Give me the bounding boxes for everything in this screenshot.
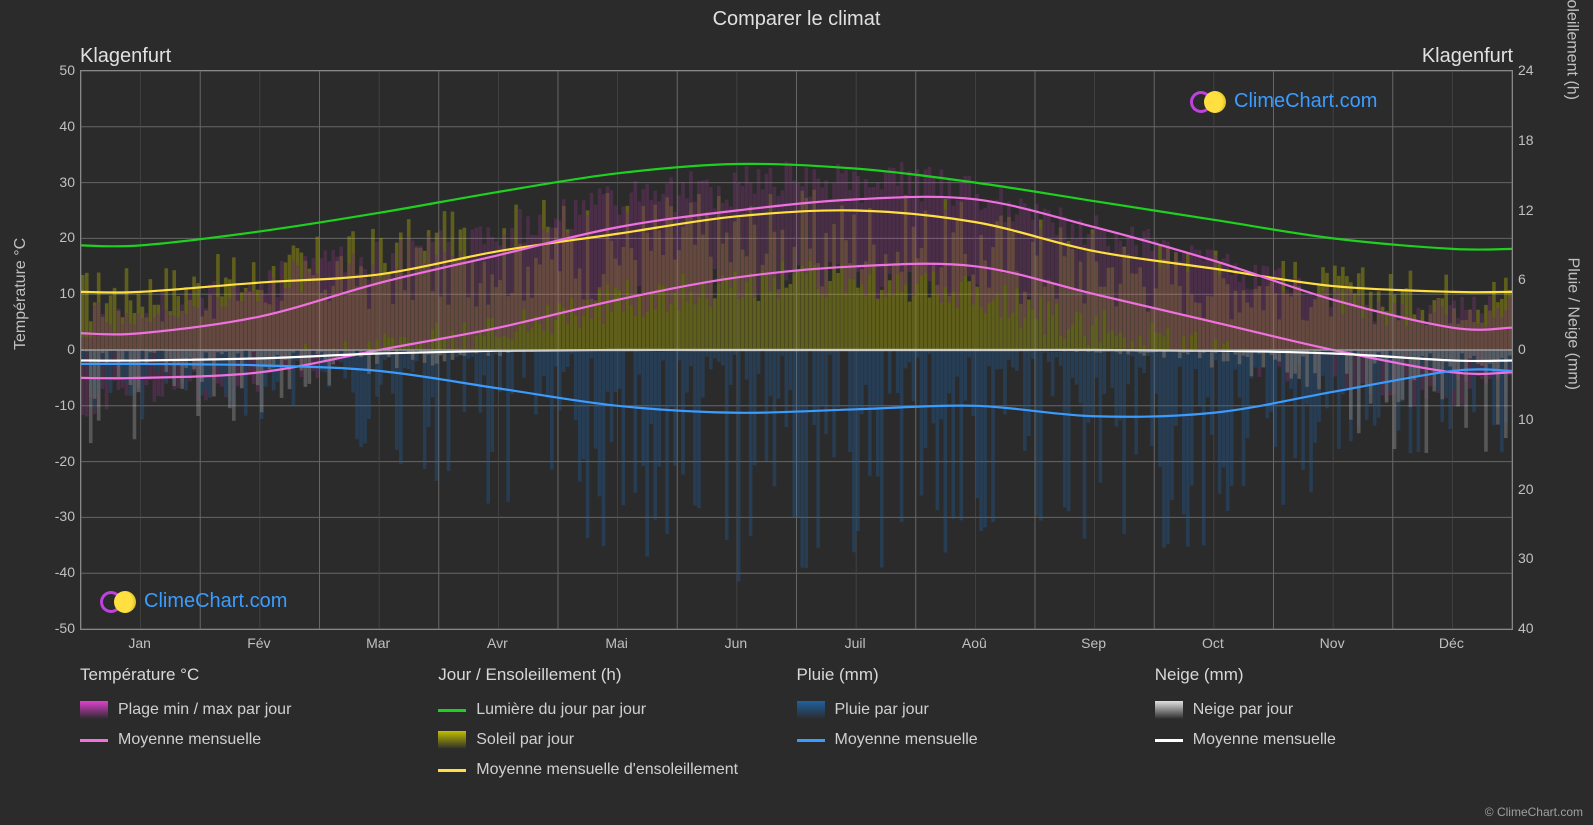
legend-swatch [438,769,466,772]
legend-label: Moyenne mensuelle [118,731,261,749]
legend-header: Neige (mm) [1155,665,1513,685]
x-tick-month: Fév [229,635,289,651]
y-tick-right: 24 [1518,62,1558,78]
legend-swatch [438,709,466,712]
y-tick-right: 18 [1518,132,1558,148]
legend-item: Moyenne mensuelle [1155,731,1513,749]
y-tick-left: -30 [35,508,75,524]
copyright-text: © ClimeChart.com [1485,805,1583,819]
y-tick-left: 10 [35,285,75,301]
chart-svg [81,71,1512,629]
y-tick-left: -10 [35,397,75,413]
watermark-top: ClimeChart.com [1190,90,1377,113]
y-axis-left-label: Température °C [12,238,30,350]
legend-item: Moyenne mensuelle [80,731,438,749]
legend-swatch [80,739,108,742]
watermark-bottom: ClimeChart.com [100,590,287,613]
y-tick-right: 40 [1518,620,1558,636]
legend: Température °C Plage min / max par jour Mo… [80,665,1513,779]
y-tick-left: -50 [35,620,75,636]
legend-group: Jour / Ensoleillement (h) Lumière du jour… [438,665,796,779]
legend-swatch [80,701,108,719]
x-tick-month: Avr [467,635,527,651]
city-label-left: Klagenfurt [80,45,171,68]
watermark-text: ClimeChart.com [144,590,287,613]
legend-label: Moyenne mensuelle [1193,731,1336,749]
x-tick-month: Mai [587,635,647,651]
chart-title: Comparer le climat [0,8,1593,31]
legend-item: Lumière du jour par jour [438,701,796,719]
x-tick-month: Mar [348,635,408,651]
climechart-logo-icon [100,591,136,613]
y-tick-left: 20 [35,229,75,245]
x-tick-month: Déc [1421,635,1481,651]
legend-label: Neige par jour [1193,701,1294,719]
x-tick-month: Oct [1183,635,1243,651]
x-tick-month: Juil [825,635,885,651]
legend-swatch [1155,739,1183,742]
city-label-right: Klagenfurt [1422,45,1513,68]
legend-label: Moyenne mensuelle [835,731,978,749]
chart-container: { "title": "Comparer le climat", "city_l… [0,0,1593,825]
legend-swatch [1155,701,1183,719]
legend-group: Pluie (mm) Pluie par jour Moyenne mensuell… [797,665,1155,779]
y-axis-right-top-label: Jour / Ensoleillement (h) [1563,0,1581,100]
y-tick-left: 30 [35,174,75,190]
y-tick-right: 10 [1518,411,1558,427]
y-axis-right-bottom-label: Pluie / Neige (mm) [1563,258,1581,390]
legend-header: Jour / Ensoleillement (h) [438,665,796,685]
legend-item: Moyenne mensuelle [797,731,1155,749]
y-tick-right: 20 [1518,481,1558,497]
x-tick-month: Aoû [944,635,1004,651]
y-tick-left: 50 [35,62,75,78]
legend-swatch [797,739,825,742]
legend-swatch [438,731,466,749]
y-tick-right: 12 [1518,202,1558,218]
y-tick-left: 0 [35,341,75,357]
legend-label: Plage min / max par jour [118,701,291,719]
plot-area [80,70,1513,630]
legend-item: Moyenne mensuelle d'ensoleillement [438,761,796,779]
legend-item: Pluie par jour [797,701,1155,719]
legend-item: Soleil par jour [438,731,796,749]
climechart-logo-icon [1190,91,1226,113]
legend-label: Lumière du jour par jour [476,701,646,719]
legend-label: Moyenne mensuelle d'ensoleillement [476,761,738,779]
y-tick-left: -40 [35,564,75,580]
x-tick-month: Jan [110,635,170,651]
legend-header: Température °C [80,665,438,685]
legend-group: Température °C Plage min / max par jour Mo… [80,665,438,779]
y-tick-right: 30 [1518,550,1558,566]
x-tick-month: Sep [1064,635,1124,651]
legend-item: Plage min / max par jour [80,701,438,719]
legend-swatch [797,701,825,719]
legend-item: Neige par jour [1155,701,1513,719]
watermark-text: ClimeChart.com [1234,90,1377,113]
legend-label: Soleil par jour [476,731,574,749]
y-tick-right: 0 [1518,341,1558,357]
y-tick-right: 6 [1518,271,1558,287]
legend-label: Pluie par jour [835,701,929,719]
y-tick-left: -20 [35,453,75,469]
legend-group: Neige (mm) Neige par jour Moyenne mensuell… [1155,665,1513,779]
x-tick-month: Nov [1302,635,1362,651]
x-tick-month: Jun [706,635,766,651]
legend-header: Pluie (mm) [797,665,1155,685]
y-tick-left: 40 [35,118,75,134]
